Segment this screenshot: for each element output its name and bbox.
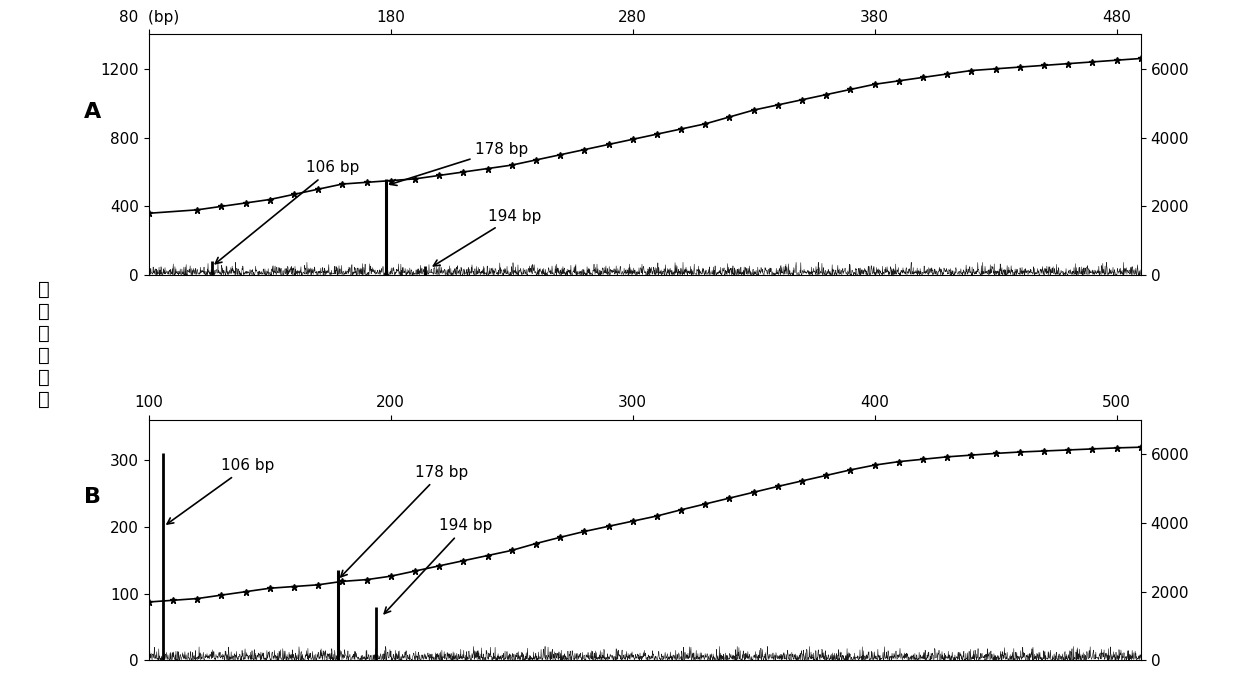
Text: 194 bp: 194 bp xyxy=(434,208,541,266)
Text: 178 bp: 178 bp xyxy=(391,142,528,186)
Text: 178 bp: 178 bp xyxy=(341,465,469,577)
Text: 106 bp: 106 bp xyxy=(216,160,360,264)
Text: 194 bp: 194 bp xyxy=(384,518,492,614)
Text: 荧
光
信
号
强
度: 荧 光 信 号 强 度 xyxy=(37,279,50,409)
Text: A: A xyxy=(84,102,102,122)
Text: B: B xyxy=(84,487,102,507)
Text: 106 bp: 106 bp xyxy=(167,458,275,524)
